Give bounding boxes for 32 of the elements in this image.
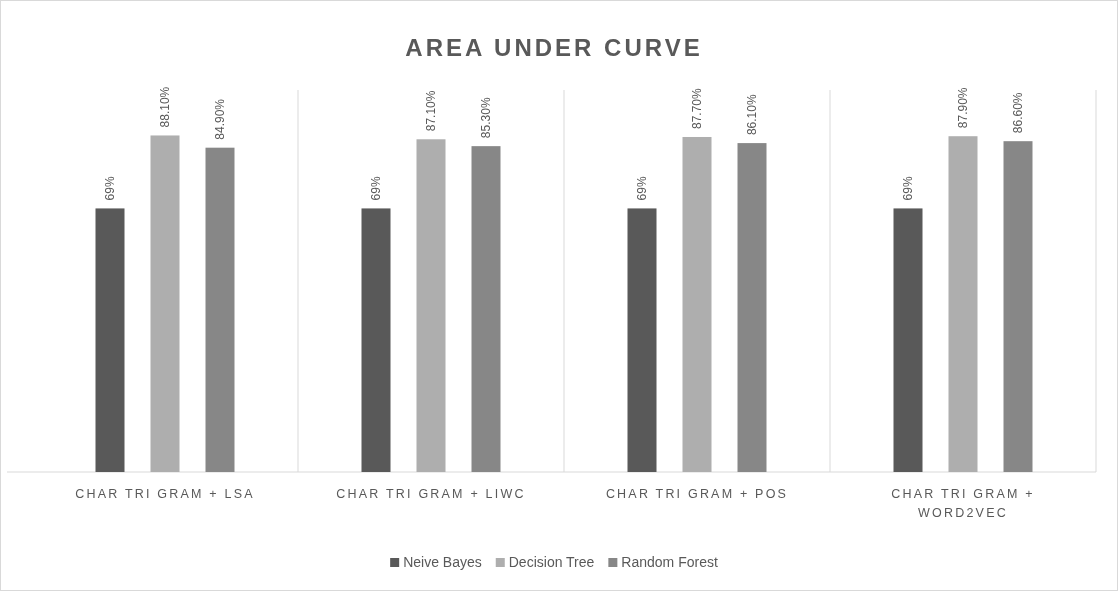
bar bbox=[361, 208, 391, 472]
data-label: 87.10% bbox=[424, 90, 438, 132]
bar bbox=[893, 208, 923, 472]
data-label: 69% bbox=[369, 176, 383, 201]
bar bbox=[205, 147, 235, 472]
legend-label: Random Forest bbox=[621, 554, 718, 570]
bar bbox=[416, 139, 446, 472]
chart-title: AREA UNDER CURVE bbox=[405, 34, 703, 61]
data-label: 87.70% bbox=[690, 87, 704, 129]
bar bbox=[150, 135, 180, 472]
bar bbox=[1003, 141, 1033, 472]
data-label: 87.90% bbox=[956, 87, 970, 129]
bar bbox=[737, 143, 767, 472]
bar bbox=[95, 208, 125, 472]
data-label: 69% bbox=[901, 176, 915, 201]
data-label: 88.10% bbox=[158, 86, 172, 128]
bar bbox=[948, 136, 978, 472]
x-tick-label: CHAR TRI GRAM + LIWC bbox=[336, 487, 526, 501]
x-tick-label: CHAR TRI GRAM + POS bbox=[605, 487, 789, 501]
x-tick-label: CHAR TRI GRAM + LSA bbox=[75, 487, 255, 501]
data-label: 86.60% bbox=[1011, 92, 1025, 134]
data-label: 86.10% bbox=[745, 94, 759, 136]
bar bbox=[682, 136, 712, 472]
x-tick-label: CHAR TRI GRAM + WORD2VEC bbox=[891, 487, 1035, 520]
data-label: 84.90% bbox=[213, 98, 227, 140]
legend-label: Decision Tree bbox=[508, 554, 595, 570]
bar bbox=[627, 208, 657, 472]
data-label: 69% bbox=[103, 176, 117, 201]
legend-label: Neive Bayes bbox=[403, 554, 482, 570]
data-label: 85.30% bbox=[479, 97, 493, 139]
bar bbox=[471, 146, 501, 472]
data-label: 69% bbox=[635, 176, 649, 201]
